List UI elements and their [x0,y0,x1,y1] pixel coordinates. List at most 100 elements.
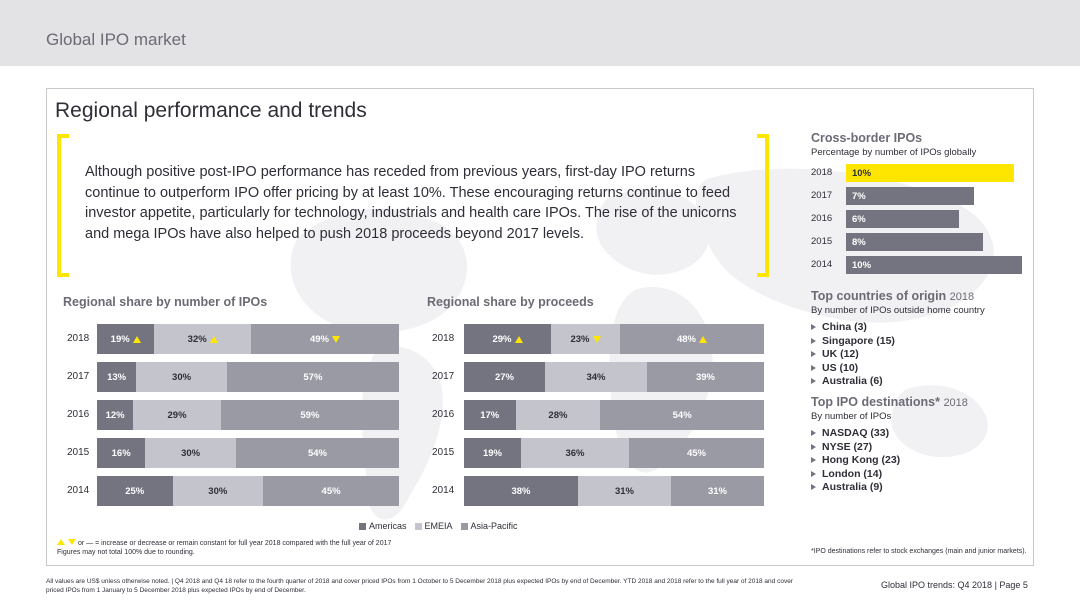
number-data-label: 30% [208,485,228,497]
number-segment-asia-pacific-2018: 49% [251,324,399,354]
number-segment-americas-2015: 16% [97,438,146,468]
proceeds-data-label: 34% [586,371,606,383]
destinations-list-item: London (14) [811,468,900,482]
number-data-label: 29% [167,409,187,421]
proceeds-year-label-2016: 2016 [432,409,455,420]
number-data-label: 19% [110,333,130,345]
proceeds-segment-americas-2014: 38% [464,476,578,506]
origin-list-item-label: Australia (6) [822,375,883,387]
cross-border-bar-2018: 10% [846,164,1014,182]
legend-label-emeia: EMEIA [424,521,453,531]
triangle-right-icon [811,364,816,371]
proceeds-segment-asia-pacific-2014: 31% [671,476,764,506]
bracket-left-icon [57,134,69,277]
destinations-list-item: Hong Kong (23) [811,454,900,468]
origin-list-item: Australia (6) [811,375,895,389]
origin-title: Top countries of origin 2018 [811,289,974,303]
number-year-label-2018: 2018 [67,333,90,344]
number-segment-emeia-2017: 30% [136,362,227,392]
cross-border-year-label: 2014 [811,259,833,270]
proceeds-bar-2014: 38% 31% 31% [464,476,764,506]
triangle-right-icon [811,443,816,450]
legend-item-asia-pacific: Asia-Pacific [460,521,518,531]
top-bar: Global IPO market [0,0,1080,66]
cross-border-row-2015: 2015 8% [811,233,1031,251]
number-data-label: 30% [172,371,192,383]
proceeds-data-label: 48% [676,333,696,345]
destinations-list-item: NYSE (27) [811,441,900,455]
triangle-right-icon [811,351,816,358]
number-segment-americas-2018: 19% [97,324,155,354]
origin-list: China (3) Singapore (15) UK (12) US (10) Aus… [811,321,895,389]
triangle-up-icon [209,335,218,343]
legend-label-americas: Americas [369,521,407,531]
proceeds-data-label: 23% [570,333,590,345]
triangle-right-icon [811,457,816,464]
number-bar-2016: 12% 29% 59% [97,400,399,430]
proceeds-data-label: 39% [695,371,715,383]
proceeds-segment-emeia-2018: 23% [551,324,620,354]
proceeds-bar-2016: 17% 28% 54% [464,400,764,430]
triangle-down-icon [592,335,601,343]
proceeds-data-label: 45% [686,447,706,459]
number-data-label: 30% [181,447,201,459]
chart-title-number: Regional share by number of IPOs [63,295,268,309]
origin-subtitle: By number of IPOs outside home country [811,305,985,316]
proceeds-segment-americas-2016: 17% [464,400,516,430]
number-segment-americas-2014: 25% [97,476,173,506]
triangle-up-icon [57,539,65,545]
proceeds-data-label: 31% [614,485,634,497]
cross-border-title: Cross-border IPOs [811,131,923,145]
change-note: or — = increase or decrease or remain co… [57,539,391,548]
change-note-text: or — = increase or decrease or remain co… [77,540,392,547]
number-bar-2018: 19% 32% 49% [97,324,399,354]
number-year-label-2016: 2016 [67,409,90,420]
number-bar-2015: 16% 30% 54% [97,438,399,468]
number-segment-americas-2017: 13% [97,362,137,392]
number-segment-asia-pacific-2015: 54% [235,438,399,468]
triangle-down-icon [67,539,76,545]
destinations-list-item-label: NASDAQ (33) [822,427,890,439]
origin-list-item-label: UK (12) [822,348,859,360]
number-data-label: 16% [111,447,131,459]
proceeds-segment-asia-pacific-2017: 39% [647,362,764,392]
proceeds-data-label: 31% [707,485,727,497]
number-data-label: 32% [187,333,207,345]
origin-title-text: Top countries of origin [811,289,947,303]
origin-list-item-label: China (3) [822,321,867,333]
proceeds-data-label: 28% [548,409,568,421]
legend-swatch-asia-pacific [460,523,468,531]
footer-page: Global IPO trends: Q4 2018 | Page 5 [881,580,1028,590]
triangle-up-icon [699,335,707,343]
proceeds-data-label: 17% [480,409,500,421]
destinations-list-item: Australia (9) [811,481,900,495]
legend-swatch-emeia [414,523,422,531]
quote-box: Although positive post-IPO performance h… [57,134,769,280]
cross-border-year-label: 2017 [811,190,833,201]
number-segment-asia-pacific-2016: 59% [220,400,399,430]
cross-border-year-label: 2016 [811,213,833,224]
legend-swatch-americas [359,523,366,531]
legend-label-asia-pacific: Asia-Pacific [470,521,518,531]
proceeds-segment-americas-2018: 29% [464,324,551,354]
number-segment-americas-2016: 12% [97,400,134,430]
proceeds-segment-emeia-2016: 28% [515,400,601,430]
content-panel: Regional performance and trends Although… [46,88,1034,566]
cross-border-bar-2014: 10% [846,256,1022,274]
quote-text: Although positive post-IPO performance h… [85,164,737,242]
triangle-down-icon [331,335,340,343]
proceeds-year-label-2017: 2017 [432,371,455,382]
proceeds-segment-americas-2015: 19% [464,438,521,468]
number-data-label: 12% [105,409,125,421]
cross-border-bar-2015: 8% [846,233,983,251]
triangle-up-icon [132,335,141,343]
destinations-list-item-label: Australia (9) [822,481,883,493]
destinations-title: Top IPO destinations* 2018 [811,395,968,409]
number-data-label: 57% [303,371,323,383]
triangle-right-icon [811,337,816,344]
origin-list-item: China (3) [811,321,895,335]
rounding-note: Figures may not total 100% due to roundi… [57,549,195,556]
number-data-label: 13% [107,371,127,383]
destinations-title-year: 2018 [943,397,968,409]
legend-item-emeia: EMEIA [414,521,453,531]
